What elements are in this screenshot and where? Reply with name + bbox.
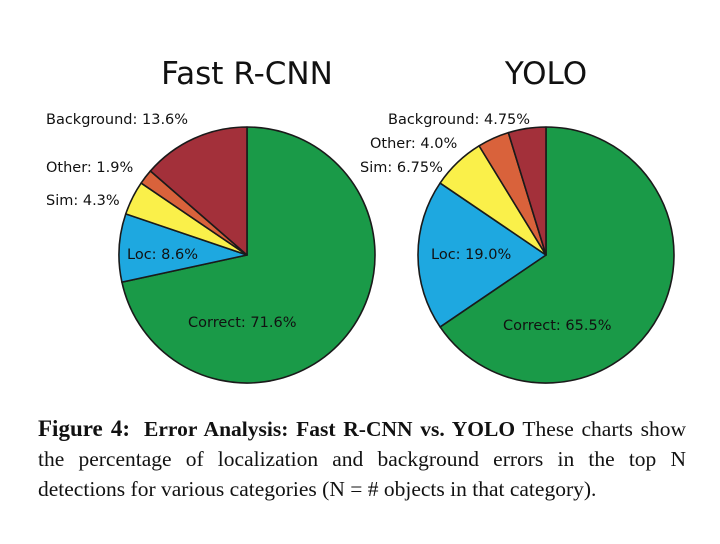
pie-slice-loc (417, 182, 547, 328)
chart-title-fast-rcnn: Fast R-CNN (161, 56, 333, 92)
slice-label-sim: Sim: 4.3% (46, 193, 120, 209)
pie-slice-background (507, 126, 547, 256)
chart-title-yolo: YOLO (504, 56, 587, 92)
slice-label-other: Other: 1.9% (46, 160, 133, 176)
pie-chart-fast-rcnn: Fast R-CNN Correct: 71.6% Loc: 8.6% Sim:… (46, 56, 376, 384)
caption-text: These charts show the percentage of loca… (38, 417, 686, 501)
slice-label-background: Background: 4.75% (388, 112, 530, 128)
slice-label-correct: Correct: 65.5% (503, 318, 611, 334)
caption-title: Error Analysis: Fast R-CNN vs. YOLO (144, 417, 516, 441)
pie-slice-background (149, 126, 248, 256)
pie-slice-correct (121, 126, 376, 384)
slice-label-background: Background: 13.6% (46, 112, 188, 128)
slice-label-other: Other: 4.0% (370, 136, 457, 152)
pie-slice-correct (439, 126, 675, 384)
pie-chart-yolo: YOLO Correct: 65.5% Loc: 19.0% Sim: 6.75… (360, 56, 675, 384)
slice-label-loc: Loc: 8.6% (127, 247, 198, 263)
figure-caption: Figure 4: Error Analysis: Fast R-CNN vs. … (38, 414, 686, 504)
slice-label-correct: Correct: 71.6% (188, 315, 296, 331)
caption-label: Figure 4: (38, 416, 131, 441)
slice-label-sim: Sim: 6.75% (360, 160, 443, 176)
pie-charts: Fast R-CNN Correct: 71.6% Loc: 8.6% Sim:… (46, 56, 675, 384)
slice-label-loc: Loc: 19.0% (431, 247, 511, 263)
